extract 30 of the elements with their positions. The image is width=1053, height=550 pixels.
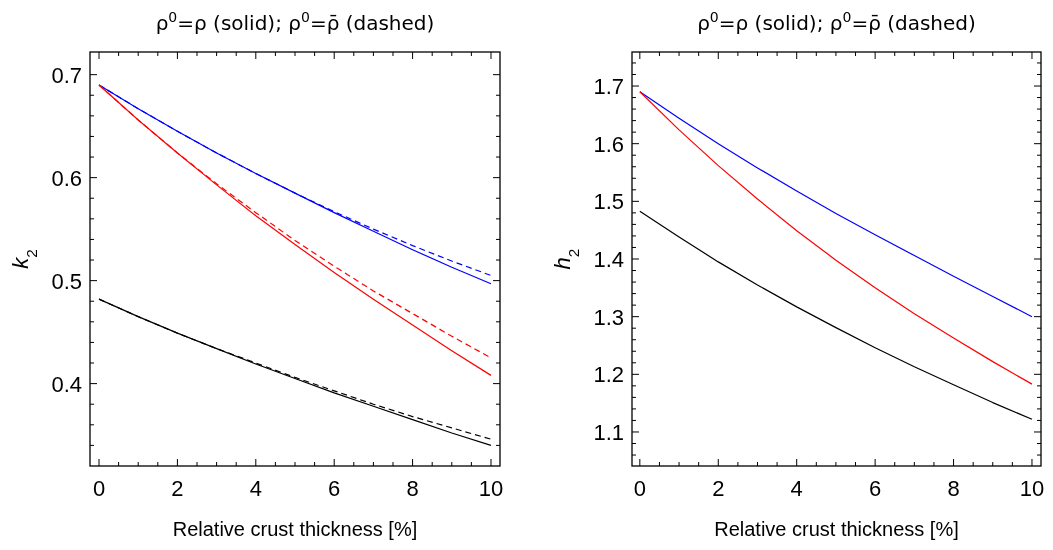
line-series: [639, 210, 1033, 420]
y-tick-label: 1.2: [593, 362, 624, 388]
y-tick-label: 1.3: [593, 304, 624, 330]
y-tick-label: 1.1: [593, 419, 624, 445]
x-tick-label: 0: [92, 476, 106, 501]
x-axis-title: Relative crust thickness [%]: [714, 518, 959, 540]
x-tick-label: 10: [1019, 476, 1045, 501]
x-axis-title: Relative crust thickness [%]: [172, 518, 418, 540]
x-tick-label: 2: [171, 476, 184, 501]
chart-title: ρ$^{0}$=ρ (solid); ρ$^{0}$=ρ̄ (dashed): [697, 9, 976, 35]
x-tick-label: 4: [790, 476, 803, 501]
x-tick-label: 2: [712, 476, 725, 501]
y-tick-label: 0.5: [51, 268, 82, 294]
x-tick-label: 10: [478, 476, 504, 501]
y-tick-label: 1.6: [593, 131, 624, 157]
x-tick-label: 0: [633, 476, 646, 501]
y-tick-label: 1.5: [593, 189, 624, 215]
y-tick-label: 0.4: [51, 371, 82, 397]
x-tick-label: 6: [328, 476, 341, 501]
y-tick-label: 0.7: [51, 62, 82, 88]
x-tick-label: 6: [869, 476, 882, 501]
x-tick-label: 4: [249, 476, 262, 501]
x-tick-label: 8: [406, 476, 419, 501]
y-tick-label: 0.6: [51, 165, 82, 191]
chart-title: ρ$^{0}$=ρ (solid); ρ$^{0}$=ρ̄ (dashed): [155, 9, 435, 35]
x-tick-label: 8: [947, 476, 960, 501]
y-tick-label: 1.4: [593, 247, 624, 272]
line-series: [639, 91, 1033, 318]
line-series: [639, 91, 1033, 385]
y-tick-label: 1.7: [593, 74, 624, 100]
